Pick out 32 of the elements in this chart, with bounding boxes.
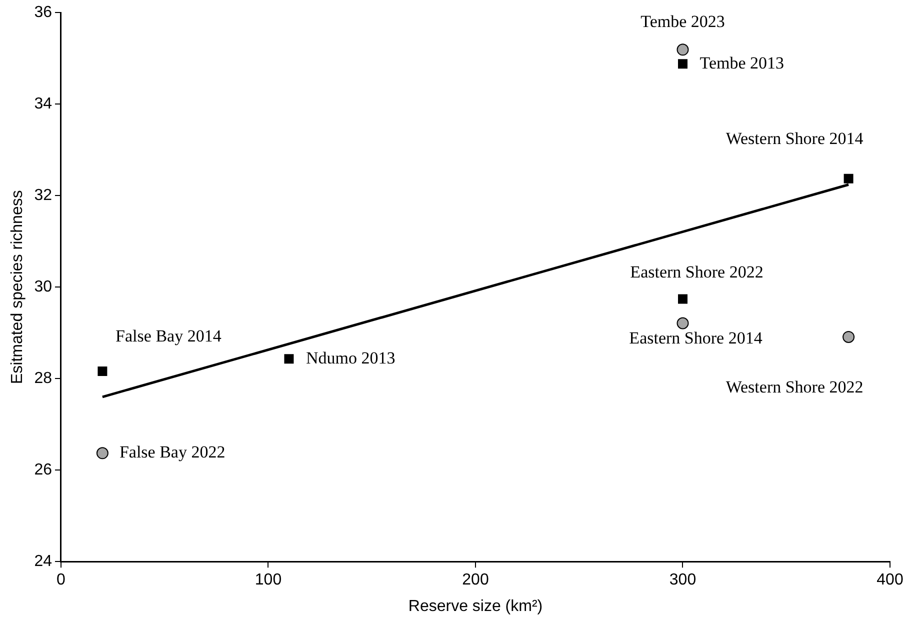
point (678, 294, 688, 304)
point (676, 317, 689, 330)
annotation: Western Shore 2022 (726, 377, 864, 396)
point (678, 59, 688, 69)
y-tick-label: 30 (34, 278, 52, 296)
y-axis-title: Esitmated species richness (9, 190, 26, 384)
annotation: Eastern Shore 2014 (629, 328, 763, 348)
y-tick-label: 28 (34, 370, 52, 388)
x-tick-label: 400 (876, 572, 904, 589)
x-tick-label: 300 (669, 572, 696, 589)
y-tick-label: 36 (34, 4, 52, 22)
annotation: False Bay 2022 (119, 442, 226, 462)
point (284, 354, 294, 364)
point (842, 330, 855, 343)
point (96, 447, 108, 460)
x-tick-label: 100 (254, 572, 282, 589)
y-tick-label: 34 (34, 96, 52, 113)
annotation: Ndumo 2013 (306, 348, 396, 368)
annotation: False Bay 2014 (116, 326, 222, 346)
x-axis-title: Reserve size (km²) (408, 598, 543, 615)
point (844, 174, 854, 184)
y-tick-label: 32 (34, 187, 52, 204)
point (676, 44, 689, 56)
x-tick-label: 200 (462, 572, 489, 589)
annotation: Western Shore 2014 (726, 129, 864, 148)
y-tick-label: 24 (34, 553, 52, 570)
point (98, 366, 108, 376)
annotation: Eastern Shore 2022 (630, 262, 764, 282)
annotation: Tembe 2023 (640, 12, 725, 32)
x-tick-label: 0 (56, 572, 66, 589)
y-tick-label: 26 (34, 462, 52, 479)
annotation: Tembe 2013 (700, 53, 784, 72)
